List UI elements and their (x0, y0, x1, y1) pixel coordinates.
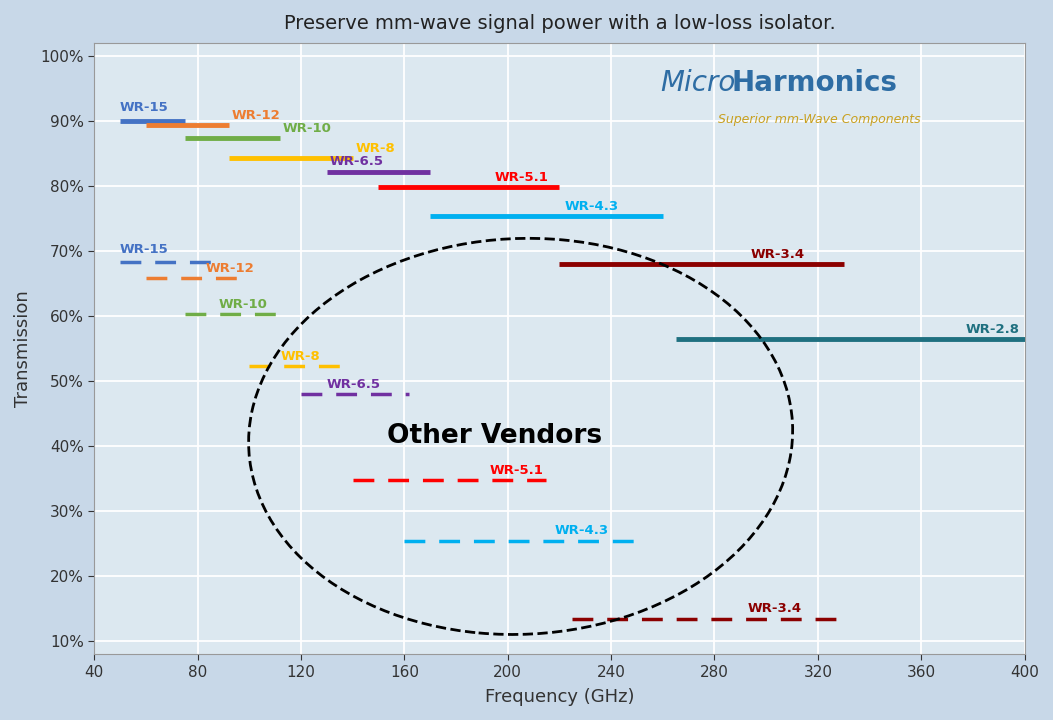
Text: WR-2.8: WR-2.8 (966, 323, 1019, 336)
Text: WR-15: WR-15 (120, 243, 168, 256)
Text: WR-8: WR-8 (280, 350, 320, 363)
Text: WR-3.4: WR-3.4 (751, 248, 804, 261)
Text: WR-4.3: WR-4.3 (564, 200, 619, 213)
Y-axis label: Transmission: Transmission (14, 290, 32, 407)
Text: WR-5.1: WR-5.1 (495, 171, 549, 184)
Text: WR-3.4: WR-3.4 (748, 603, 802, 616)
Text: WR-10: WR-10 (218, 298, 267, 311)
Text: Superior mm-Wave Components: Superior mm-Wave Components (717, 113, 920, 126)
Text: Micro: Micro (660, 68, 735, 96)
Text: Other Vendors: Other Vendors (388, 423, 602, 449)
Text: WR-5.1: WR-5.1 (490, 464, 543, 477)
Text: WR-12: WR-12 (232, 109, 280, 122)
Text: WR-10: WR-10 (283, 122, 332, 135)
Text: WR-4.3: WR-4.3 (554, 524, 609, 537)
Text: WR-12: WR-12 (205, 262, 254, 275)
Text: WR-6.5: WR-6.5 (326, 378, 381, 391)
Text: WR-15: WR-15 (120, 102, 168, 114)
Text: WR-6.5: WR-6.5 (330, 156, 383, 168)
Text: WR-8: WR-8 (355, 142, 395, 155)
Text: Harmonics: Harmonics (732, 68, 897, 96)
Title: Preserve mm-wave signal power with a low-loss isolator.: Preserve mm-wave signal power with a low… (283, 14, 835, 33)
X-axis label: Frequency (GHz): Frequency (GHz) (484, 688, 634, 706)
